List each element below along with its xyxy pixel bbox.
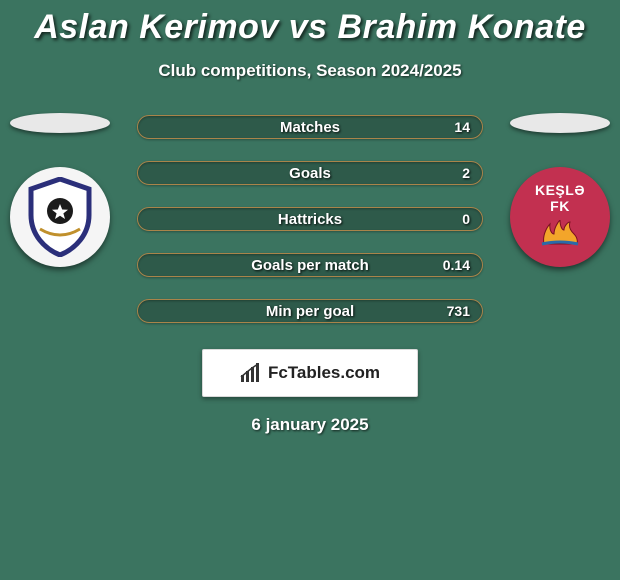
stats-bars: Matches 14 Goals 2 Hattricks 0 Goals per… <box>137 113 483 323</box>
stat-value-right: 731 <box>447 303 470 319</box>
brand-box: FcTables.com <box>202 349 418 397</box>
stat-value-right: 2 <box>462 165 470 181</box>
date-text: 6 january 2025 <box>0 415 620 435</box>
shield-icon <box>25 177 95 257</box>
club-right-label: KEŞLƏ <box>535 182 585 198</box>
comparison-content: KEŞLƏ FK Matches 14 Goals 2 Hattricks 0 <box>0 113 620 435</box>
club-badge-right: KEŞLƏ FK <box>510 167 610 267</box>
stat-bar-hattricks: Hattricks 0 <box>137 207 483 231</box>
player-right-ellipse <box>510 113 610 133</box>
stat-bar-matches: Matches 14 <box>137 115 483 139</box>
stat-value-right: 0.14 <box>443 257 470 273</box>
player-left-ellipse <box>10 113 110 133</box>
flame-icon <box>535 220 585 252</box>
stat-bar-min-per-goal: Min per goal 731 <box>137 299 483 323</box>
bar-chart-icon <box>240 363 262 383</box>
club-badge-right-inner: KEŞLƏ FK <box>535 182 585 252</box>
stat-bar-goals-per-match: Goals per match 0.14 <box>137 253 483 277</box>
stat-label: Matches <box>280 119 340 136</box>
stat-value-right: 0 <box>462 211 470 227</box>
stat-value-right: 14 <box>454 119 470 135</box>
brand-text: FcTables.com <box>268 363 380 383</box>
page-subtitle: Club competitions, Season 2024/2025 <box>0 61 620 81</box>
stat-bar-goals: Goals 2 <box>137 161 483 185</box>
stat-label: Min per goal <box>266 303 354 320</box>
left-column <box>0 113 120 267</box>
right-column: KEŞLƏ FK <box>500 113 620 267</box>
page-title: Aslan Kerimov vs Brahim Konate <box>0 0 620 47</box>
stat-label: Hattricks <box>278 211 342 228</box>
stat-label: Goals per match <box>251 257 369 274</box>
club-right-sub: FK <box>535 198 585 214</box>
stat-label: Goals <box>289 165 331 182</box>
club-badge-left <box>10 167 110 267</box>
